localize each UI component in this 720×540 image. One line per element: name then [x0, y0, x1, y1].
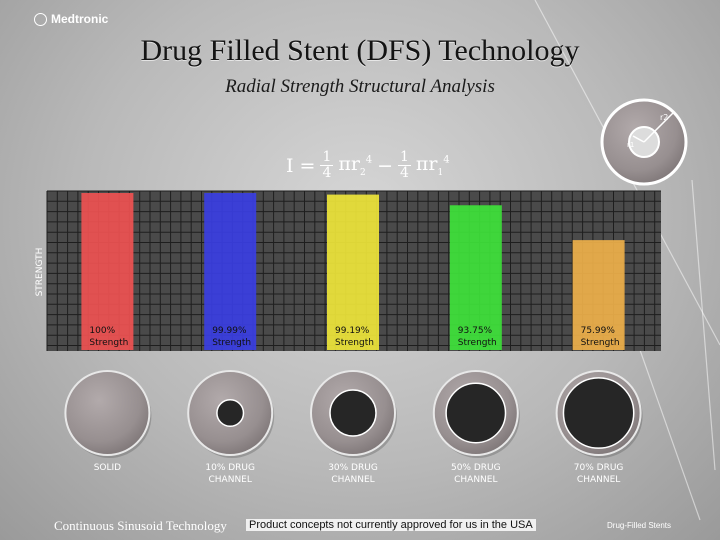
- bar: [81, 193, 134, 350]
- decor-line-3: [639, 349, 701, 521]
- category-label: CHANNEL: [577, 475, 620, 485]
- r2-arrow: [643, 112, 674, 143]
- decor-line-2: [691, 179, 716, 471]
- bar-suffix-label: Strength: [212, 338, 251, 348]
- footer-right-text: Drug-Filled Stents: [607, 521, 672, 530]
- term-2-exponent: 4: [443, 154, 450, 166]
- formula-term-1: πr24: [338, 153, 372, 178]
- bar: [449, 205, 502, 350]
- drug-channel-hole: [329, 389, 377, 437]
- fraction-2-numerator: 1: [398, 149, 411, 166]
- bar-suffix-label: Strength: [581, 338, 620, 348]
- cross-section-disks: SOLID 10% DRUG CHANNEL 30% DRUG CHANNEL 50% D…: [64, 370, 643, 485]
- medtronic-logo-icon: [34, 12, 47, 26]
- bar-suffix-label: Strength: [458, 338, 497, 348]
- bar-suffix-label: Strength: [335, 338, 374, 348]
- term-1-subscript: 2: [359, 167, 366, 178]
- fraction-1-numerator: 1: [320, 149, 334, 166]
- ring-diagram: r2 r1: [600, 98, 688, 186]
- bar-value-label: 75.99%: [581, 326, 616, 336]
- category-label: SOLID: [94, 463, 121, 473]
- term-2-subscript: 1: [437, 167, 444, 178]
- footer-left-text: Continuous Sinusoid Technology: [54, 518, 227, 533]
- drug-channel-hole: [216, 398, 245, 428]
- bar-value-label: 100%: [89, 326, 115, 336]
- formula-lhs: I =: [286, 154, 316, 177]
- bar-value-label: 99.19%: [335, 326, 370, 336]
- category-label: 10% DRUG: [205, 463, 255, 473]
- category-label: CHANNEL: [454, 475, 497, 485]
- r1-label: r1: [627, 141, 634, 149]
- brand-logo: Medtronic: [34, 12, 108, 26]
- bar: [204, 193, 257, 350]
- formula-minus: −: [377, 154, 393, 177]
- cross-section-disk: [64, 370, 151, 456]
- bar-value-label: 93.75%: [458, 326, 493, 336]
- bar-suffix-label: Strength: [89, 338, 128, 348]
- fraction-2-denominator: 4: [400, 165, 409, 181]
- term-1-exponent: 4: [365, 154, 373, 166]
- page-title: Drug Filled Stent (DFS) Technology: [140, 34, 580, 67]
- term-1-symbol: πr: [338, 153, 360, 176]
- category-label: CHANNEL: [331, 475, 374, 485]
- drug-channel-hole: [562, 377, 635, 449]
- category-label: 30% DRUG: [328, 463, 378, 473]
- page-subtitle: Radial Strength Structural Analysis: [225, 76, 495, 97]
- moment-of-inertia-formula: I = 1 4 πr24 − 1 4 πr14: [286, 150, 450, 181]
- bars: 100% Strength 99.99% Strength 99.19% Strength…: [81, 193, 625, 350]
- bar: [327, 194, 379, 350]
- formula-term-2: πr14: [416, 153, 450, 178]
- bar: [572, 240, 625, 350]
- formula-fraction-1: 1 4: [320, 149, 334, 181]
- drug-channel-hole: [445, 382, 507, 444]
- r1-arrow: [632, 135, 645, 143]
- r2-label: r2: [660, 113, 668, 122]
- y-axis-label: STRENGTH: [35, 248, 45, 297]
- disclaimer-text: Product concepts not currently approved …: [246, 519, 536, 531]
- category-label: CHANNEL: [209, 475, 252, 485]
- fraction-1-denominator: 4: [322, 165, 332, 181]
- bar-value-label: 99.99%: [212, 326, 247, 336]
- category-label: 50% DRUG: [451, 463, 501, 473]
- brand-name: Medtronic: [51, 12, 109, 26]
- formula-fraction-2: 1 4: [398, 150, 411, 181]
- term-2-symbol: πr: [415, 153, 438, 176]
- category-label: 70% DRUG: [574, 463, 624, 473]
